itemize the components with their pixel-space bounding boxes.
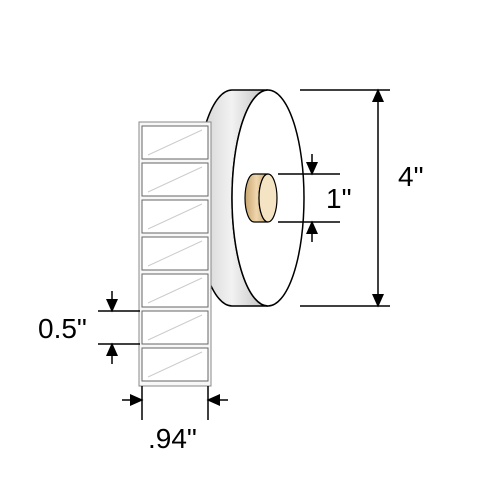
label-roll-diagram: 4" 1" 0.5" .94" (0, 0, 500, 500)
label-0 (142, 126, 208, 159)
label-3 (142, 237, 208, 270)
dim-label-width: .94" (122, 386, 228, 454)
dim-label-width-label: .94" (148, 423, 197, 454)
label-6 (142, 348, 208, 381)
label-4 (142, 274, 208, 307)
label-2 (142, 200, 208, 233)
dim-label-height: 0.5" (38, 291, 140, 364)
dim-core-label: 1" (326, 183, 352, 214)
dim-outer-label: 4" (398, 161, 424, 192)
label-5 (142, 311, 208, 344)
label-strip (139, 122, 211, 386)
core-opening (259, 174, 277, 222)
dim-outer-diameter: 4" (300, 90, 424, 306)
label-1 (142, 163, 208, 196)
dim-label-height-label: 0.5" (38, 313, 87, 344)
roll-body (196, 90, 304, 306)
